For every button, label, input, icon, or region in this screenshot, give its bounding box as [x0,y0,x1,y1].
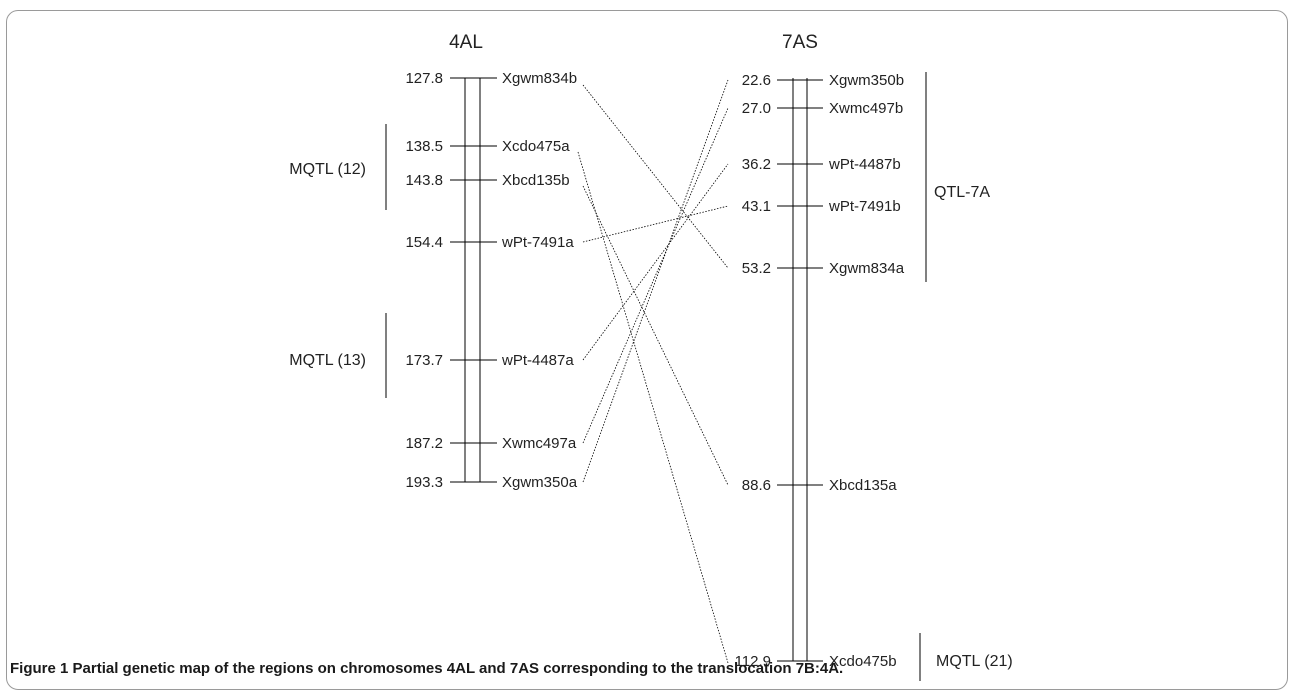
marker-label: wPt-7491b [828,198,901,215]
marker-label: Xcdo475a [502,138,570,155]
qtl-bracket-mqtl12: MQTL (12) [289,124,387,210]
position-label: 173.7 [405,352,443,369]
chromosome-bar-7as [792,78,808,661]
marker-label: Xgwm834a [829,260,905,277]
position-label: 193.3 [405,474,443,491]
position-label: 187.2 [405,435,443,452]
positions-7as: 22.6 27.0 36.2 43.1 53.2 88.6 112.9 [735,72,771,670]
figure-caption: Figure 1 Partial genetic map of the regi… [10,660,843,677]
qtl-bracket-mqtl13: MQTL (13) [289,313,387,398]
position-label: 112.9 [735,653,771,670]
figure-frame [6,10,1288,690]
markers-4al: Xgwm834b Xcdo475a Xbcd135b wPt-7491a wPt… [501,70,578,491]
marker-label: Xbcd135a [829,477,897,494]
position-label: 36.2 [742,156,771,173]
position-label: 22.6 [742,72,771,89]
position-label: 43.1 [742,198,771,215]
qtl-bracket-qtl7a: QTL-7A [925,72,990,282]
marker-label: Xgwm350a [502,474,578,491]
qtl-label: MQTL (21) [936,653,1013,670]
markers-7as: Xgwm350b Xwmc497b wPt-4487b wPt-7491b Xg… [828,72,905,670]
marker-label: Xbcd135b [502,172,570,189]
marker-label: wPt-4487b [828,156,901,173]
connector-xbcd135 [582,185,729,486]
chromosome-bar-4al [464,78,481,482]
chromosome-title-4al: 4AL [449,32,483,53]
marker-label: wPt-4487a [501,352,574,369]
position-label: 143.8 [405,172,443,189]
figure-caption-label: Figure 1 [10,660,69,677]
marker-label: wPt-7491a [501,234,574,251]
connector-xgwm350 [582,79,729,483]
position-label: 127.8 [405,70,443,87]
position-label: 27.0 [742,100,771,117]
figure-caption-text: Partial genetic map of the regions on ch… [72,660,844,677]
position-label: 53.2 [742,260,771,277]
position-label: 138.5 [405,138,443,155]
qtl-label: MQTL (12) [289,161,366,178]
marker-label: Xwmc497a [502,435,577,452]
qtl-label: MQTL (13) [289,352,366,369]
marker-label: Xgwm350b [829,72,904,89]
marker-label: Xwmc497b [829,100,903,117]
qtl-label: QTL-7A [934,184,990,201]
positions-4al: 127.8 138.5 143.8 154.4 173.7 187.2 193.… [405,70,443,491]
connector-wpt7491 [582,205,729,243]
ticks-4al [450,77,497,483]
connector-xwmc497 [582,107,729,444]
connector-wpt4487 [582,163,729,361]
connector-xcdo475 [577,151,729,664]
ticks-7as [777,79,823,662]
qtl-bracket-mqtl21: MQTL (21) [919,633,1013,681]
connector-xgwm834 [582,84,729,269]
marker-label: Xcdo475b [829,653,897,670]
position-label: 154.4 [405,234,443,251]
chromosome-title-7as: 7AS [782,32,818,53]
marker-label: Xgwm834b [502,70,577,87]
position-label: 88.6 [742,477,771,494]
homology-connectors [577,79,729,664]
